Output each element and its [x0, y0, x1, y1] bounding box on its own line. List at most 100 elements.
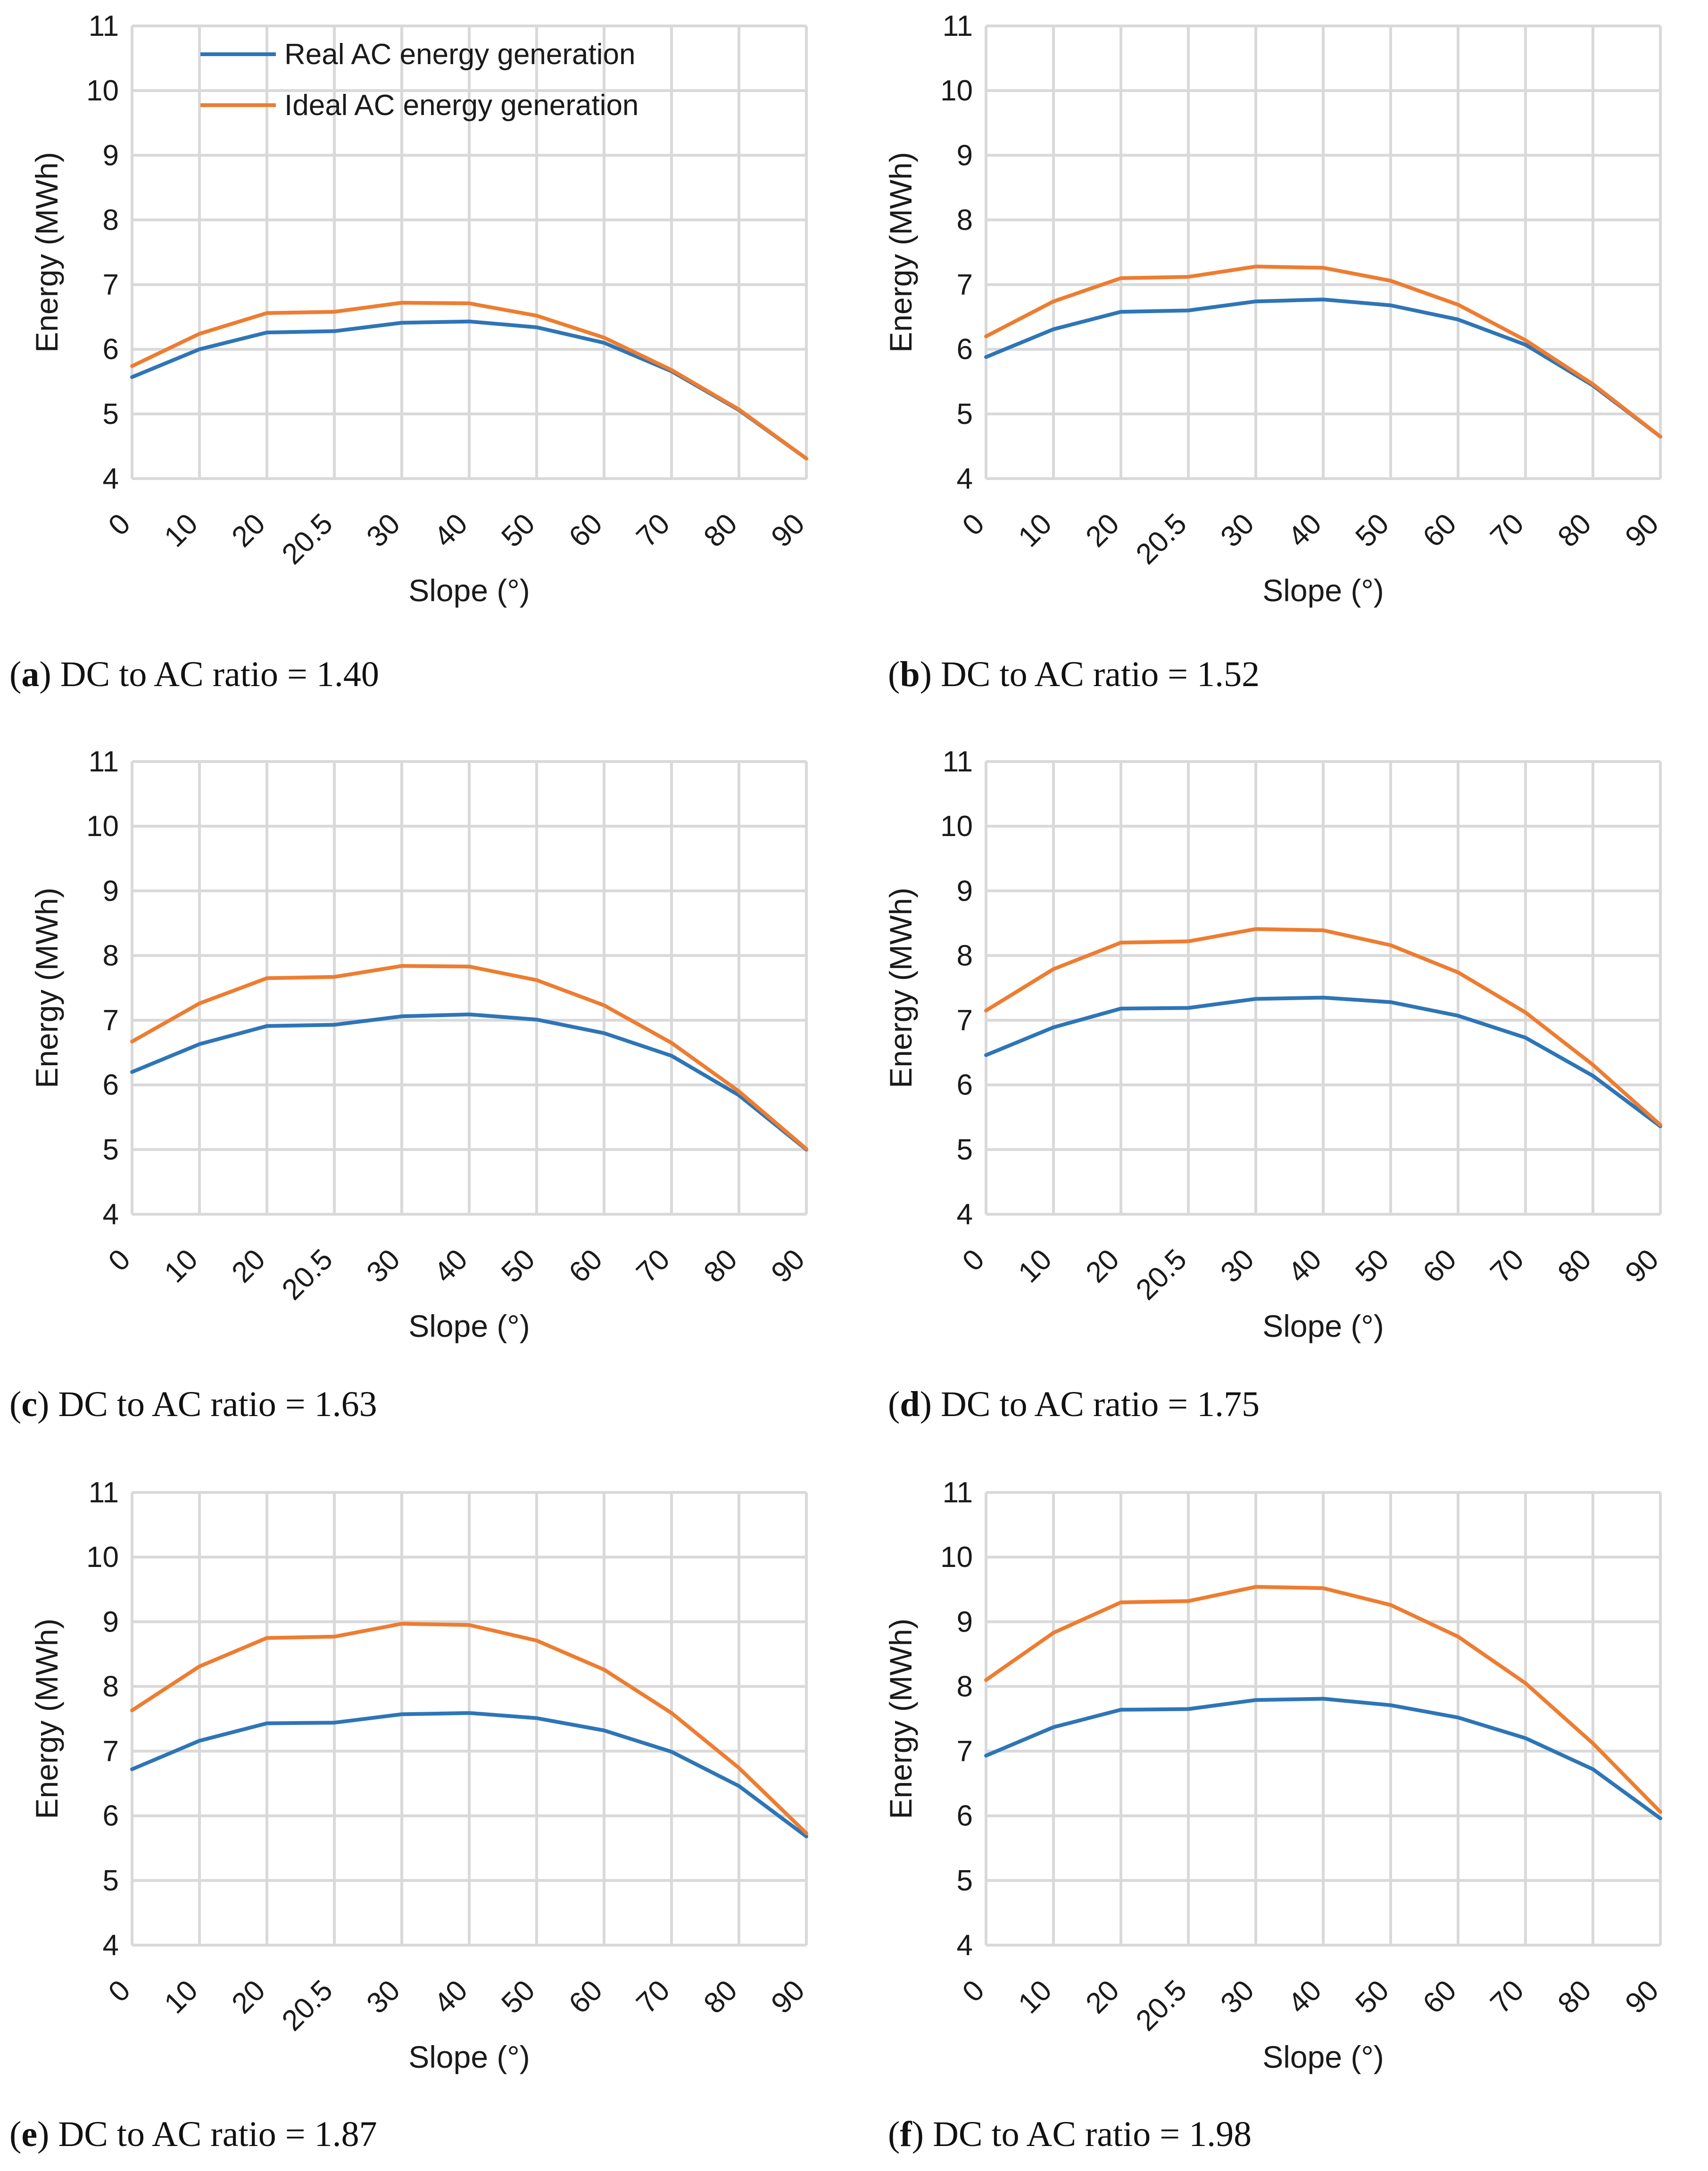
x-axis-title: Slope (°): [408, 2039, 530, 2074]
y-axis-title: Energy (MWh): [883, 1618, 918, 1819]
x-tick-label: 10: [1012, 1243, 1058, 1289]
caption-a: (a) DC to AC ratio = 1.40: [9, 655, 379, 694]
x-tick-label: 30: [1214, 1243, 1260, 1289]
x-tick-label: 40: [428, 1974, 474, 2020]
legend-label-ideal: Ideal AC energy generation: [284, 89, 638, 122]
x-tick-label: 90: [1619, 1243, 1665, 1289]
x-tick-label: 60: [1417, 1243, 1463, 1289]
series-line-real: [984, 298, 1662, 439]
x-tick-label: 40: [1282, 1974, 1328, 2020]
series-line-ideal: [130, 301, 808, 461]
y-tick-label: 10: [940, 75, 973, 107]
x-tick-label: 10: [1012, 1974, 1058, 2020]
y-tick-label: 5: [957, 1864, 973, 1897]
x-axis-title: Slope (°): [408, 1309, 530, 1343]
y-axis-title: Energy (MWh): [883, 152, 918, 352]
caption-f-text: DC to AC ratio = 1.98: [932, 2114, 1252, 2154]
x-tick-label: 50: [1349, 1974, 1395, 2020]
y-tick-label: 7: [957, 269, 973, 301]
y-axis-title: Energy (MWh): [29, 152, 64, 352]
y-tick-label: 7: [957, 1735, 973, 1768]
legend-label-real: Real AC energy generation: [284, 38, 635, 71]
x-tick-label: 60: [1417, 1974, 1463, 2020]
y-tick-label: 11: [943, 10, 973, 42]
caption-d-text: DC to AC ratio = 1.75: [940, 1384, 1260, 1424]
y-tick-label: 11: [943, 1476, 973, 1509]
caption-b: (b) DC to AC ratio = 1.52: [888, 655, 1260, 694]
x-tick-label: 50: [1349, 507, 1395, 554]
y-tick-label: 10: [940, 810, 973, 843]
y-tick-label: 10: [940, 1541, 973, 1574]
y-axis-title: Energy (MWh): [29, 1618, 64, 1819]
y-tick-label: 5: [957, 1134, 973, 1166]
x-tick-label: 70: [630, 1243, 676, 1289]
y-tick-label: 6: [957, 1800, 973, 1832]
y-tick-label: 7: [103, 1004, 119, 1037]
x-tick-label: 20: [225, 1243, 272, 1289]
x-tick-label: 20: [1079, 507, 1126, 554]
x-tick-label: 80: [697, 507, 744, 554]
x-tick-label: 20: [1079, 1243, 1126, 1289]
x-tick-label: 80: [697, 1974, 744, 2020]
x-tick-label: 30: [1214, 507, 1260, 554]
x-tick-label: 50: [1349, 1243, 1395, 1289]
x-tick-label: 20.5: [276, 1974, 339, 2037]
caption-a-text: DC to AC ratio = 1.40: [60, 655, 379, 694]
x-tick-label: 0: [956, 507, 991, 542]
x-tick-label: 80: [1551, 1243, 1598, 1289]
series-line-real: [130, 1711, 808, 1839]
y-tick-label: 6: [957, 1069, 973, 1102]
y-tick-label: 9: [957, 1606, 973, 1638]
y-tick-label: 6: [103, 1069, 119, 1102]
y-tick-label: 6: [957, 333, 973, 366]
x-tick-label: 80: [697, 1243, 744, 1289]
x-tick-label: 10: [158, 1974, 204, 2020]
y-tick-label: 11: [943, 746, 973, 778]
series-line-ideal: [130, 1622, 808, 1835]
x-tick-label: 0: [102, 1974, 137, 2008]
x-tick-label: 0: [956, 1974, 991, 2008]
x-tick-label: 0: [102, 507, 137, 542]
x-tick-label: 40: [428, 1243, 474, 1289]
y-tick-label: 10: [86, 810, 119, 843]
x-tick-label: 80: [1551, 507, 1598, 554]
y-tick-label: 4: [103, 1929, 119, 1962]
y-tick-label: 5: [103, 1864, 119, 1897]
caption-e: (e) DC to AC ratio = 1.87: [9, 2114, 377, 2154]
y-tick-label: 8: [103, 204, 119, 236]
y-tick-label: 9: [957, 875, 973, 907]
y-axis-title: Energy (MWh): [883, 887, 918, 1088]
y-tick-label: 10: [86, 75, 119, 107]
x-axis-title: Slope (°): [1262, 1309, 1384, 1343]
x-tick-label: 10: [158, 1243, 204, 1289]
x-tick-label: 0: [956, 1243, 991, 1277]
x-tick-label: 70: [630, 507, 676, 554]
y-tick-label: 7: [103, 1735, 119, 1768]
caption-c: (c) DC to AC ratio = 1.63: [9, 1384, 377, 1424]
x-tick-label: 40: [428, 507, 474, 554]
y-tick-label: 9: [103, 875, 119, 907]
x-tick-label: 0: [102, 1243, 137, 1277]
x-tick-label: 50: [495, 1974, 541, 2020]
x-tick-label: 30: [360, 507, 406, 554]
y-tick-label: 8: [957, 204, 973, 236]
chart-panel-e: 4 5 6 7 8 9 10 11 0 10 20 20.5 30 40 50 60 70 80 90 Energy …: [29, 1476, 811, 2074]
x-tick-label: 20: [225, 1974, 272, 2020]
x-tick-label: 40: [1282, 507, 1328, 554]
y-tick-label: 6: [103, 1800, 119, 1832]
x-tick-label: 40: [1282, 1243, 1328, 1289]
x-axis-title: Slope (°): [1262, 2039, 1384, 2074]
series-line-real: [984, 995, 1662, 1128]
y-tick-label: 8: [957, 939, 973, 972]
x-tick-label: 90: [1619, 1974, 1665, 2020]
y-tick-label: 4: [103, 463, 119, 495]
y-tick-label: 4: [957, 463, 973, 495]
caption-e-text: DC to AC ratio = 1.87: [58, 2114, 377, 2154]
x-axis-title: Slope (°): [408, 573, 530, 608]
y-tick-label: 6: [103, 333, 119, 366]
x-tick-label: 20: [1079, 1974, 1126, 2020]
x-tick-label: 60: [563, 1974, 609, 2020]
x-tick-label: 50: [495, 507, 541, 554]
y-tick-label: 8: [103, 1670, 119, 1703]
